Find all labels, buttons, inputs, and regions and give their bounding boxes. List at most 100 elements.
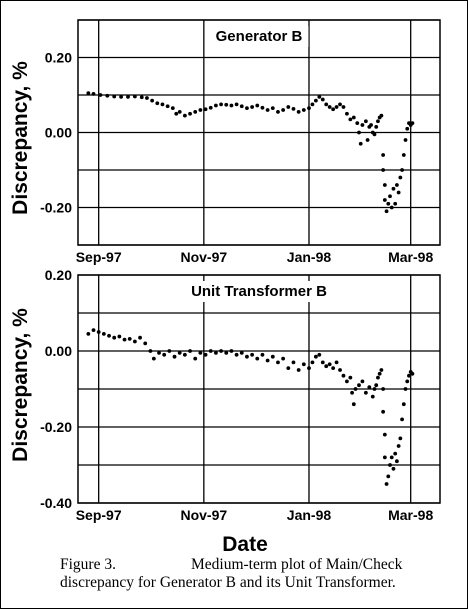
data-point	[348, 117, 353, 122]
data-point	[334, 105, 339, 109]
data-point	[132, 94, 137, 99]
data-point	[155, 101, 160, 106]
data-point	[310, 360, 315, 365]
data-point	[395, 459, 399, 464]
data-point	[363, 119, 368, 124]
data-point	[138, 335, 142, 340]
data-point	[112, 94, 117, 99]
data-point	[281, 356, 286, 361]
data-point	[388, 194, 392, 199]
data-point	[255, 103, 260, 108]
data-point	[320, 360, 325, 365]
data-point	[376, 119, 380, 124]
data-point	[407, 373, 411, 378]
data-point	[203, 107, 208, 112]
data-point	[350, 390, 354, 395]
data-point	[334, 360, 339, 365]
data-point	[393, 451, 398, 456]
data-point	[355, 121, 360, 126]
data-point	[400, 168, 404, 172]
data-point	[96, 330, 101, 334]
chart-title: Generator B	[216, 28, 303, 45]
y-axis-label-top: Discrepancy, %	[9, 61, 32, 215]
data-point	[198, 351, 203, 355]
data-point	[400, 417, 404, 422]
data-point	[327, 362, 332, 367]
data-point	[320, 97, 325, 102]
data-point	[351, 402, 356, 407]
data-point	[388, 463, 392, 467]
data-point	[260, 352, 265, 357]
data-point	[370, 394, 375, 399]
data-point	[234, 102, 239, 107]
y-tick-label: -0.20	[40, 419, 72, 435]
data-point	[398, 175, 403, 180]
data-point	[174, 111, 179, 116]
data-point	[331, 107, 336, 112]
data-point	[405, 126, 410, 131]
data-point	[255, 356, 260, 361]
data-point	[313, 98, 318, 103]
data-point	[208, 349, 213, 353]
data-point	[276, 360, 280, 365]
data-point	[165, 104, 170, 109]
data-point	[357, 383, 361, 388]
data-point	[382, 432, 387, 437]
x-tick-label: Nov-97	[180, 507, 227, 523]
plot-border	[77, 19, 441, 246]
data-point	[132, 339, 137, 344]
data-point	[224, 351, 229, 355]
data-point	[374, 383, 379, 388]
data-point	[382, 183, 387, 187]
data-point	[86, 91, 91, 96]
y-tick-label: 0.00	[45, 343, 72, 359]
data-point	[224, 102, 229, 107]
data-point	[193, 109, 198, 114]
data-point	[386, 474, 391, 479]
y-tick-label: -0.40	[40, 495, 72, 511]
chart-title-background	[209, 26, 309, 47]
data-point	[389, 455, 394, 460]
data-point	[351, 115, 356, 120]
data-point	[265, 108, 270, 112]
data-point	[363, 390, 368, 395]
data-point	[324, 102, 329, 107]
data-point	[91, 328, 96, 332]
data-point	[338, 102, 342, 107]
chart-panel-1: 0.20 0.00 -0.20 Sep-97 Nov-97 Jan-98 Mar-98 Gen…	[40, 19, 441, 265]
data-point	[327, 105, 332, 109]
data-point	[229, 349, 234, 353]
data-point	[381, 409, 386, 414]
data-point	[369, 123, 373, 127]
data-point	[107, 333, 111, 338]
data-point	[401, 153, 406, 157]
data-point	[381, 168, 386, 172]
data-point	[105, 93, 110, 98]
data-point	[393, 201, 398, 206]
chart-title-background	[185, 281, 334, 302]
chart-title: Unit Transformer B	[191, 283, 327, 300]
data-point	[395, 183, 399, 187]
data-point	[401, 402, 406, 407]
data-point	[281, 108, 286, 112]
data-point	[405, 379, 410, 384]
y-tick-label: 0.20	[45, 50, 72, 66]
data-point	[381, 387, 386, 391]
data-point	[245, 106, 249, 111]
data-point	[331, 366, 336, 370]
data-point	[91, 91, 96, 96]
data-point	[372, 132, 377, 137]
data-point	[360, 123, 365, 127]
data-point	[381, 153, 386, 157]
x-tick-label: Jan-98	[287, 249, 332, 265]
data-point	[377, 371, 382, 376]
caption-line-2: discrepancy for Generator B and its Unit…	[60, 574, 396, 591]
data-point	[229, 103, 234, 108]
data-point	[234, 352, 239, 357]
data-point	[384, 482, 389, 486]
data-point	[317, 94, 322, 99]
data-point	[389, 205, 394, 210]
data-point	[170, 106, 175, 111]
data-point	[265, 358, 270, 363]
data-point	[313, 354, 318, 359]
